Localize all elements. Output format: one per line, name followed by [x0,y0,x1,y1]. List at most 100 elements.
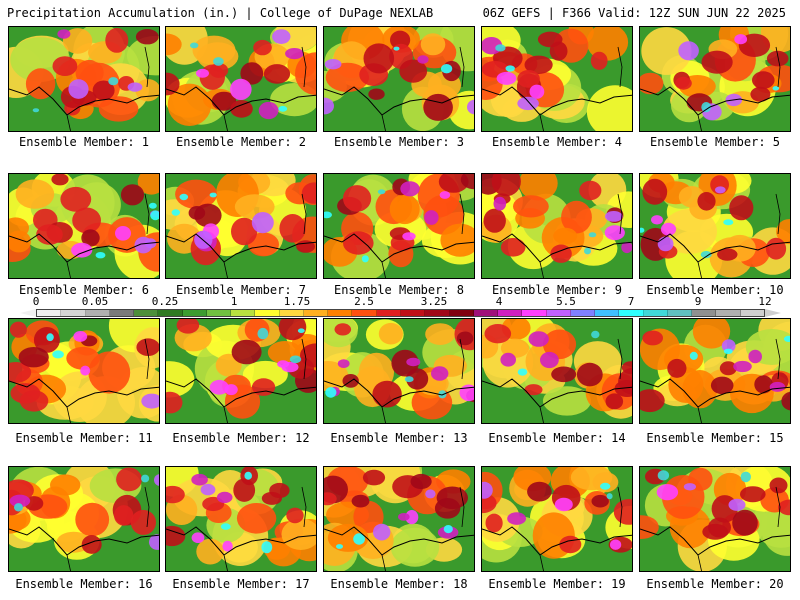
precip-blob [656,484,679,501]
colorbar-tick-label: 7 [627,295,635,308]
precip-blob [231,339,262,365]
boundary-line [324,526,474,556]
ensemble-member-label: Ensemble Member: 5 [649,135,781,149]
colorbar-tick-label: 5.5 [556,295,576,308]
boundary-line [324,233,474,263]
colorbar-tick-label: 9 [694,295,702,308]
precip-blob [120,184,145,206]
precip-blob [108,77,119,86]
precip-field [9,174,159,278]
precip-blob [167,83,212,126]
precip-blob [683,483,696,491]
precip-blob [399,59,428,83]
precip-blob [18,347,49,368]
precip-blob [213,57,224,66]
colorbar-swatch [522,310,547,316]
boundary-line [9,378,159,408]
precip-blob [25,68,56,100]
precip-blob [505,65,515,72]
precip-blob [141,474,150,483]
precip-blob [73,331,88,342]
precip-blob [723,219,734,226]
precip-blob [406,368,429,390]
precip-blob [166,485,185,504]
state-line [66,338,150,423]
precip-blob [482,481,493,499]
precip-blob [373,523,391,541]
precip-blob [281,361,299,373]
colorbar-swatch [328,310,353,316]
precip-blob [554,497,573,512]
state-line [539,193,623,278]
ensemble-member-label: Ensemble Member: 9 [491,283,623,297]
precip-blob [166,33,182,56]
precip-blob [702,523,729,540]
ensemble-member-label: Ensemble Member: 11 [15,431,153,445]
precip-blob [324,59,342,70]
state-line [381,193,465,278]
precip-blob [701,102,712,113]
precip-blob [393,46,400,51]
precip-blob [269,482,290,499]
ensemble-map-panel [639,466,791,572]
colorbar-swatch [473,310,499,316]
colorbar-scale [36,309,765,317]
precip-blob [606,493,613,500]
precip-blob [325,387,337,398]
precip-blob [220,523,231,530]
colorbar-tick-label: 4 [495,295,503,308]
precip-blob [642,330,663,346]
precip-blob [141,393,159,409]
precip-blob [14,503,23,512]
colorbar-swatch [425,310,450,316]
boundary-line [9,526,159,556]
precip-blob [72,207,101,234]
precip-blob [81,229,100,247]
precip-blob [175,179,218,209]
precip-blob [561,200,592,234]
precip-blob [92,80,115,101]
precip-blob [719,361,737,376]
precip-blob [209,379,229,395]
colorbar-swatch [85,310,110,316]
precip-blob [513,195,549,218]
precip-blob [279,214,306,243]
precip-blob [80,365,91,376]
state-line [223,46,307,131]
precip-field [166,467,316,571]
colorbar-swatch [206,310,232,316]
precip-blob [297,328,305,333]
precip-blob [524,384,543,396]
ensemble-map-panel [481,466,633,572]
precip-blob [196,68,209,78]
precip-blob [491,174,521,197]
state-line [697,486,781,571]
precip-field [9,319,159,423]
colorbar-swatch [643,310,668,316]
ensemble-member-label: Ensemble Member: 4 [491,135,623,149]
precip-field [324,174,474,278]
precip-blob [484,324,512,344]
precip-blob [493,196,507,211]
precip-blob [261,541,273,554]
ensemble-map-panel [165,318,317,424]
boundary-line [482,526,632,556]
precip-field [324,319,474,423]
ensemble-member-label: Ensemble Member: 3 [333,135,465,149]
precip-blob [714,186,726,194]
precip-blob [190,42,199,49]
precip-blob [361,255,369,263]
precip-blob [281,518,316,550]
precip-blob [769,381,786,392]
boundary-line [640,233,790,263]
precip-blob [52,350,64,359]
colorbar-max-arrow [765,309,781,317]
precip-blob [209,192,217,198]
precip-blob [605,211,623,222]
precip-blob [114,505,134,526]
precip-blob [377,189,386,195]
precip-blob [734,34,748,45]
ensemble-member-label: Ensemble Member: 16 [15,577,153,591]
precip-blob [405,510,419,525]
precip-field [482,174,632,278]
